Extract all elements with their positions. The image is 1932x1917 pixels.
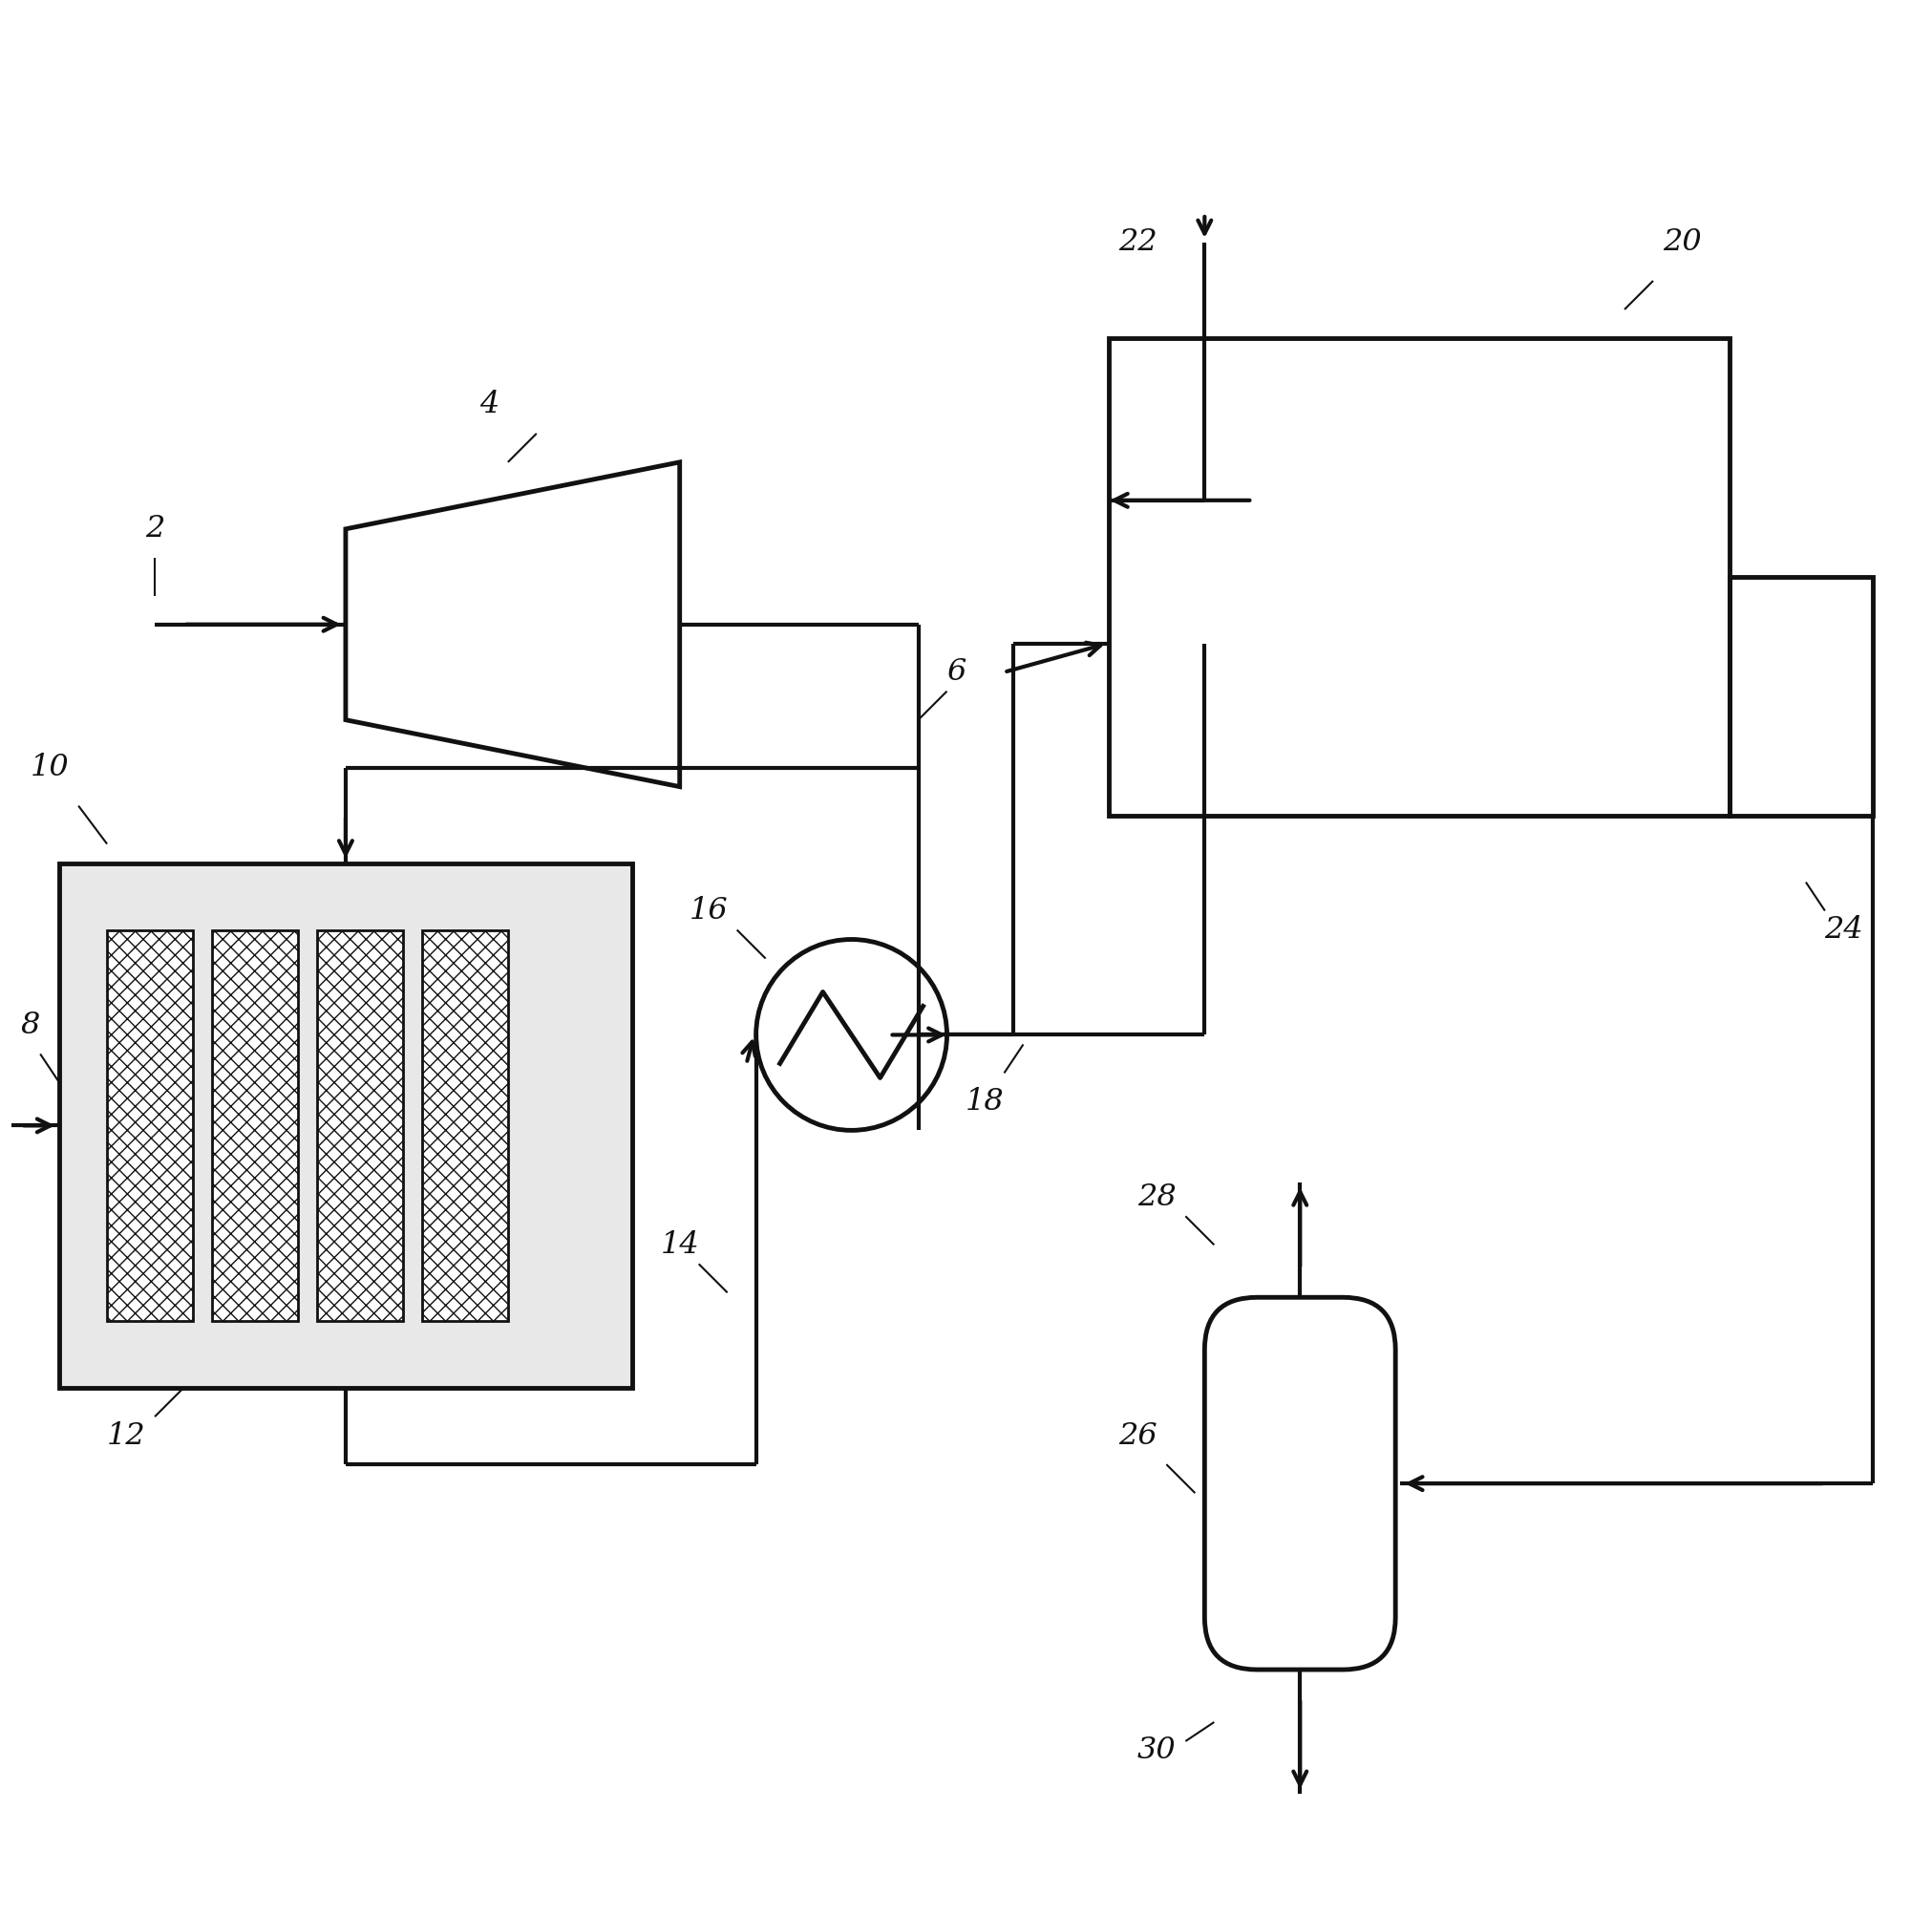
Text: 16: 16 [690, 895, 728, 926]
Bar [421, 930, 508, 1321]
Text: 18: 18 [966, 1087, 1005, 1116]
Text: 28: 28 [1138, 1183, 1177, 1212]
Text: 8: 8 [21, 1010, 41, 1041]
Bar [106, 930, 193, 1321]
Text: 2: 2 [145, 514, 164, 544]
Text: 14: 14 [661, 1231, 699, 1259]
Text: 20: 20 [1662, 228, 1702, 257]
Text: 26: 26 [1119, 1420, 1157, 1451]
Bar [213, 930, 298, 1321]
Text: 4: 4 [479, 389, 498, 420]
Bar [317, 930, 404, 1321]
Text: 24: 24 [1824, 914, 1864, 945]
Bar [1729, 577, 1872, 815]
Bar [1109, 337, 1729, 815]
Text: 22: 22 [1119, 228, 1157, 257]
Text: 30: 30 [1138, 1737, 1177, 1766]
Bar [60, 863, 632, 1388]
Text: 6: 6 [947, 658, 966, 686]
Text: 12: 12 [106, 1420, 145, 1451]
Text: 10: 10 [31, 753, 70, 782]
